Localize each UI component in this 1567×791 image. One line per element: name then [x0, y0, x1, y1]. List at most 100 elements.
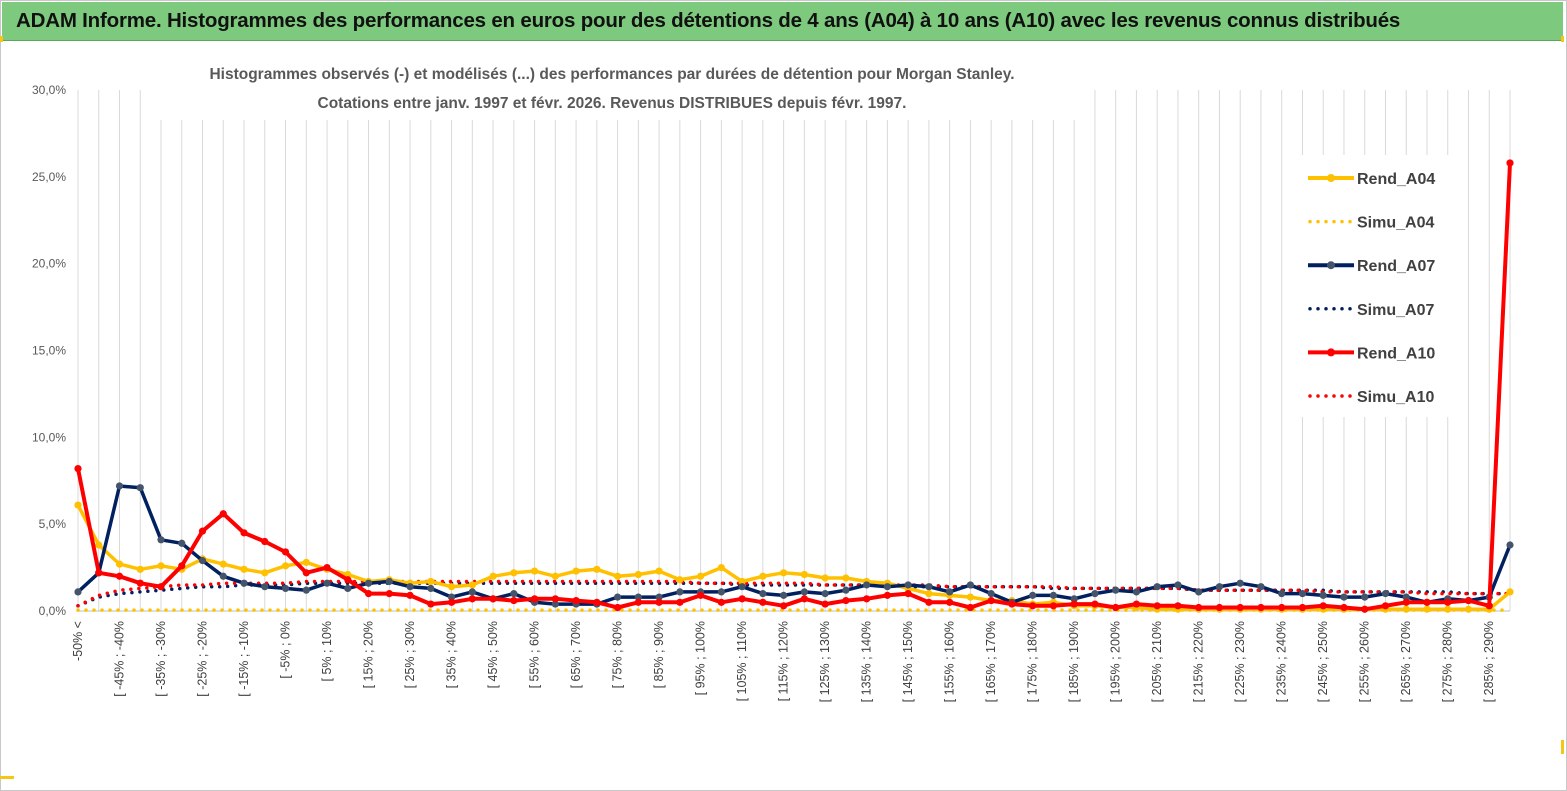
data-point — [1153, 602, 1161, 610]
data-point — [427, 577, 435, 586]
x-tick-label: [ 45% ; 50% — [486, 621, 500, 688]
legend-item-rend_a07: Rend_A07 — [1308, 258, 1435, 275]
data-point — [1298, 590, 1307, 598]
data-point — [1278, 590, 1286, 598]
corner-mark-top-left — [0, 36, 3, 42]
data-point — [925, 590, 933, 598]
data-point — [219, 510, 227, 518]
data-point — [447, 583, 456, 591]
x-axis-ticks: -50% < [ -45% ; -40% [ -35% ; -30% [ -25% ;… — [71, 621, 1496, 702]
data-point — [115, 572, 124, 580]
data-point — [1236, 603, 1244, 612]
data-point — [697, 591, 705, 599]
data-point — [1298, 603, 1307, 612]
data-point — [613, 593, 622, 601]
data-point — [364, 590, 373, 598]
data-point — [1174, 602, 1182, 610]
data-point — [1402, 598, 1410, 606]
data-point — [572, 596, 580, 605]
data-point — [1444, 605, 1452, 613]
x-tick-label: [ 15% ; 20% — [362, 621, 376, 688]
data-point — [74, 464, 82, 473]
legend-label: Rend_A04 — [1357, 171, 1435, 188]
data-point — [530, 595, 539, 603]
data-point — [780, 569, 788, 577]
data-point — [302, 558, 310, 566]
data-point — [738, 577, 746, 586]
data-point — [987, 590, 995, 598]
y-tick-label: 15,0% — [32, 344, 66, 358]
data-point — [1215, 583, 1224, 591]
data-point — [676, 588, 684, 596]
y-axis-ticks: 0,0% 5,0% 10,0% 15,0% 20,0% 25,0% 30,0% — [32, 83, 66, 618]
data-point — [863, 581, 871, 589]
x-tick-label: [ 185% ; 190% — [1067, 621, 1081, 702]
corner-mark-bottom-left — [0, 776, 14, 779]
grid-lines — [77, 90, 1511, 612]
data-point — [240, 579, 248, 587]
x-tick-label: [ 55% ; 60% — [528, 621, 542, 688]
data-point — [198, 557, 207, 565]
data-point — [447, 593, 456, 601]
data-point — [987, 596, 995, 605]
x-tick-label: [ 155% ; 160% — [943, 621, 957, 702]
y-tick-label: 0,0% — [39, 604, 67, 618]
data-point — [1381, 590, 1390, 598]
report-title: ADAM Informe. Histogrammes des performan… — [16, 9, 1401, 32]
data-point — [489, 572, 497, 580]
data-point — [178, 539, 186, 547]
x-tick-label: [ 85% ; 90% — [652, 621, 666, 688]
data-point — [385, 577, 393, 586]
data-point — [717, 588, 725, 596]
x-tick-label: [ -25% ; -20% — [196, 621, 210, 697]
data-point — [281, 548, 290, 556]
title-background — [150, 58, 1080, 120]
data-point — [468, 595, 476, 603]
data-point — [344, 576, 352, 584]
data-point — [883, 591, 891, 599]
x-tick-label: -50% < — [71, 621, 85, 661]
data-point — [261, 537, 269, 546]
data-point — [759, 590, 767, 598]
data-point — [946, 598, 954, 606]
data-point — [468, 581, 476, 589]
data-point — [1195, 588, 1203, 596]
data-point — [302, 569, 310, 577]
x-tick-label: [ 285% ; 290% — [1482, 621, 1496, 702]
legend-label: Simu_A04 — [1357, 215, 1434, 232]
data-point — [1444, 598, 1452, 606]
data-point — [800, 595, 808, 603]
x-tick-label: [ 205% ; 210% — [1150, 621, 1164, 702]
data-point — [551, 600, 559, 608]
data-point — [1361, 605, 1369, 613]
data-point — [676, 598, 684, 606]
series-line — [76, 581, 1512, 608]
legend-item-simu_a07: Simu_A07 — [1308, 302, 1434, 319]
legend-label: Simu_A10 — [1357, 389, 1434, 406]
data-point — [966, 581, 975, 589]
data-point — [676, 576, 684, 584]
x-tick-label: [ -5% ; 0% — [279, 621, 293, 679]
data-point — [1402, 593, 1410, 601]
corner-mark-top-right — [1561, 36, 1564, 42]
data-point — [593, 598, 601, 606]
series-line — [76, 162, 1512, 612]
data-point — [1070, 600, 1078, 608]
legend-item-rend_a04: Rend_A04 — [1308, 171, 1435, 188]
data-point — [1506, 159, 1514, 167]
data-point — [406, 591, 414, 599]
data-point — [925, 583, 933, 591]
data-point — [510, 596, 518, 605]
data-point — [489, 595, 497, 603]
data-point — [1257, 583, 1265, 591]
data-point — [406, 583, 414, 591]
data-point — [1319, 591, 1327, 599]
data-point — [1091, 600, 1099, 608]
data-point — [1423, 605, 1431, 613]
data-point — [1049, 591, 1058, 599]
x-tick-label: [ 145% ; 150% — [901, 621, 915, 702]
data-point — [946, 588, 954, 596]
x-tick-label: [ 265% ; 270% — [1399, 621, 1413, 702]
x-tick-label: [ -15% ; -10% — [237, 621, 251, 697]
